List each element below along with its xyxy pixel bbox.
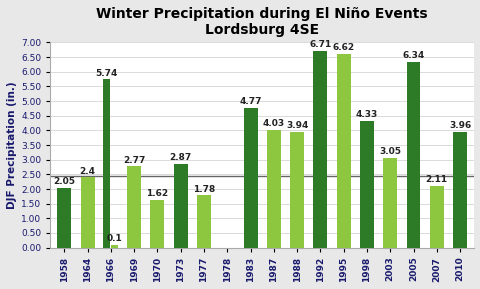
Bar: [406, 62, 420, 248]
Bar: [196, 195, 211, 248]
Bar: [103, 79, 110, 248]
Bar: [359, 121, 373, 248]
Text: 6.71: 6.71: [309, 40, 331, 49]
Bar: [289, 132, 303, 248]
Bar: [383, 158, 396, 248]
Text: 3.05: 3.05: [378, 147, 400, 157]
Y-axis label: DJF Precipitation (in.): DJF Precipitation (in.): [7, 81, 17, 209]
Text: 2.77: 2.77: [123, 156, 145, 165]
Text: 3.94: 3.94: [285, 121, 308, 130]
Title: Winter Precipitation during El Niño Events
Lordsburg 4SE: Winter Precipitation during El Niño Even…: [96, 7, 427, 37]
Text: 4.77: 4.77: [239, 97, 261, 106]
Bar: [243, 108, 257, 248]
Text: 2.05: 2.05: [53, 177, 75, 186]
Text: 1.62: 1.62: [146, 189, 168, 199]
Text: 0.1: 0.1: [107, 234, 122, 243]
Text: 6.34: 6.34: [402, 51, 424, 60]
Bar: [313, 51, 327, 248]
Bar: [57, 188, 71, 248]
Bar: [127, 166, 141, 248]
Bar: [111, 245, 118, 248]
Bar: [452, 131, 466, 248]
Text: 1.78: 1.78: [192, 185, 215, 194]
Bar: [80, 177, 94, 248]
Bar: [266, 129, 280, 248]
Bar: [150, 200, 164, 248]
Text: 4.33: 4.33: [355, 110, 377, 119]
Text: 2.87: 2.87: [169, 153, 192, 162]
Text: 2.11: 2.11: [425, 175, 447, 184]
Text: 3.96: 3.96: [448, 121, 470, 130]
Bar: [173, 164, 187, 248]
Text: 2.4: 2.4: [79, 166, 96, 175]
Bar: [429, 186, 443, 248]
Text: 5.74: 5.74: [96, 69, 118, 78]
Text: 6.62: 6.62: [332, 43, 354, 52]
Bar: [336, 54, 350, 248]
Text: 4.03: 4.03: [262, 119, 284, 128]
